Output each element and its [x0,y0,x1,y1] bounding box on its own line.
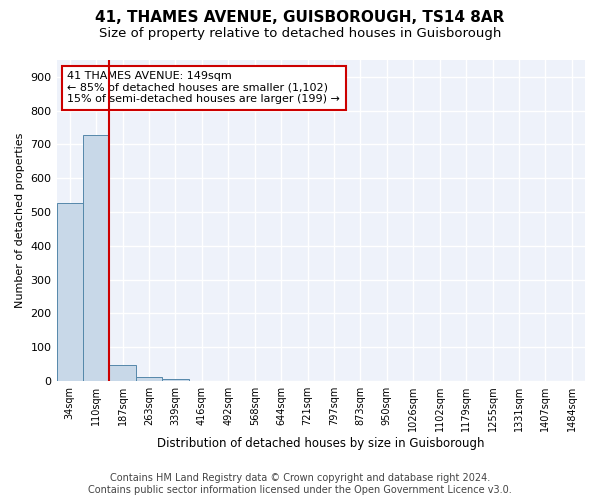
Bar [109,366,136,381]
Y-axis label: Number of detached properties: Number of detached properties [15,133,25,308]
Bar [83,136,109,381]
Text: Size of property relative to detached houses in Guisborough: Size of property relative to detached ho… [99,28,501,40]
Text: 41, THAMES AVENUE, GUISBOROUGH, TS14 8AR: 41, THAMES AVENUE, GUISBOROUGH, TS14 8AR [95,10,505,25]
Bar [162,378,188,381]
Text: Contains HM Land Registry data © Crown copyright and database right 2024.
Contai: Contains HM Land Registry data © Crown c… [88,474,512,495]
Text: 41 THAMES AVENUE: 149sqm
← 85% of detached houses are smaller (1,102)
15% of sem: 41 THAMES AVENUE: 149sqm ← 85% of detach… [67,71,340,104]
Bar [56,203,83,381]
Bar [136,376,162,381]
X-axis label: Distribution of detached houses by size in Guisborough: Distribution of detached houses by size … [157,437,485,450]
